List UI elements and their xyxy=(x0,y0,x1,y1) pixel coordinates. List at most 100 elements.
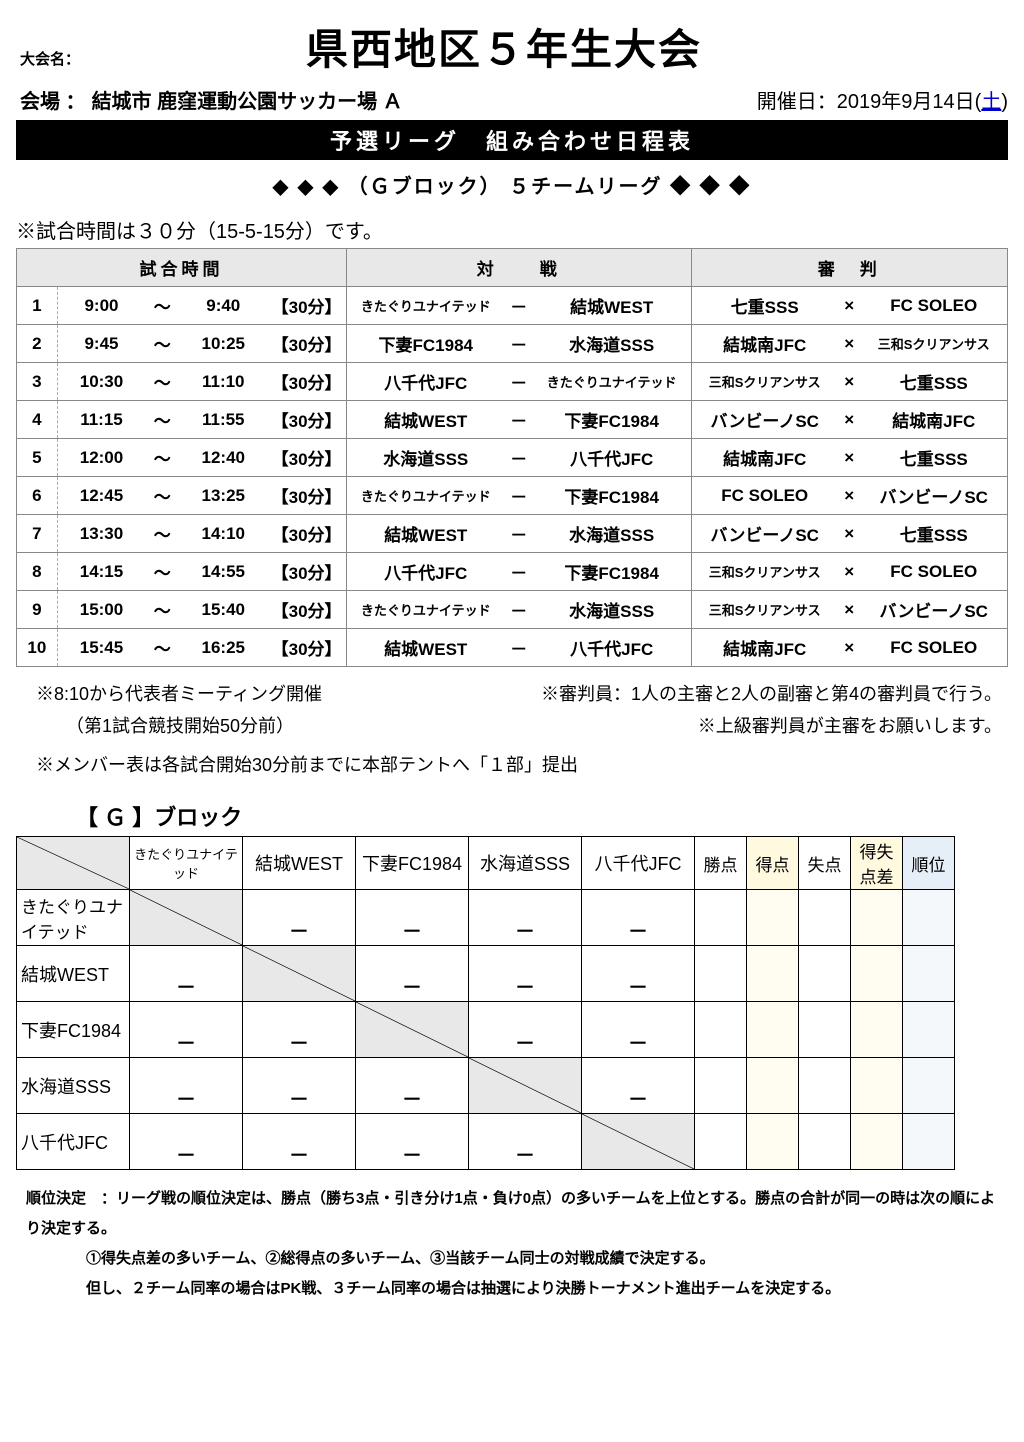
team-b: 水海道SSS xyxy=(533,591,691,629)
ref-1: 結城南JFC xyxy=(691,629,838,667)
ref-2: FC SOLEO xyxy=(861,287,1008,325)
standing-stat-cell xyxy=(799,1002,851,1058)
end-time: 11:55 xyxy=(179,401,267,439)
row-index: 3 xyxy=(17,363,58,401)
ref-2: バンビーノSC xyxy=(861,591,1008,629)
row-index: 10 xyxy=(17,629,58,667)
standing-col-team: 八千代JFC xyxy=(582,837,695,890)
row-index: 9 xyxy=(17,591,58,629)
start-time: 12:00 xyxy=(57,439,145,477)
row-index: 1 xyxy=(17,287,58,325)
ref-x: × xyxy=(838,553,861,591)
end-time: 14:55 xyxy=(179,553,267,591)
vs-dash: － xyxy=(505,363,533,401)
start-time: 9:00 xyxy=(57,287,145,325)
end-time: 14:10 xyxy=(179,515,267,553)
vs-dash: － xyxy=(505,629,533,667)
block-title: ◆ ◆ ◆ （Ｇブロック） ５チームリーグ ◆ ◆ ◆ xyxy=(16,170,1008,199)
row-index: 7 xyxy=(17,515,58,553)
start-time: 10:30 xyxy=(57,363,145,401)
ref-x: × xyxy=(838,325,861,363)
standing-stat-cell xyxy=(747,946,799,1002)
standing-stat-cell xyxy=(903,890,955,946)
header-row: 大会名： 県西地区５年生大会 xyxy=(16,16,1008,77)
standing-col-team: 結城WEST xyxy=(243,837,356,890)
tilde: ～ xyxy=(145,363,179,401)
team-b: 八千代JFC xyxy=(533,629,691,667)
vs-dash: － xyxy=(505,477,533,515)
vs-dash: － xyxy=(505,325,533,363)
venue-label: 会場 ： xyxy=(20,85,86,114)
rules-block: 順位決定 ：リーグ戦の順位決定は、勝点（勝ち3点・引き分け1点・負け0点）の多い… xyxy=(26,1184,1008,1304)
duration: 【30分】 xyxy=(267,439,346,477)
standing-row-team: 水海道SSS xyxy=(17,1058,130,1114)
duration: 【30分】 xyxy=(267,477,346,515)
th-ref: 審 判 xyxy=(691,249,1007,287)
date-text: 開催日：2019年9月14日(土) xyxy=(757,85,1008,114)
end-time: 15:40 xyxy=(179,591,267,629)
row-index: 2 xyxy=(17,325,58,363)
standing-stat-cell xyxy=(851,1114,903,1170)
note-4: ※メンバー表は各試合開始30分前までに本部テントへ「１部」提出 xyxy=(16,751,1008,777)
ref-2: 七重SSS xyxy=(861,439,1008,477)
th-time: 試合時間 xyxy=(17,249,347,287)
event-label: 大会名： xyxy=(20,48,80,69)
standing-cell: － xyxy=(130,1114,243,1170)
team-a: 結城WEST xyxy=(346,401,504,439)
start-time: 12:45 xyxy=(57,477,145,515)
standing-stat-cell xyxy=(851,946,903,1002)
team-b: 水海道SSS xyxy=(533,325,691,363)
end-time: 11:10 xyxy=(179,363,267,401)
standing-cell: － xyxy=(130,1058,243,1114)
standing-col-team: きたぐりユナイテッド xyxy=(130,837,243,890)
rule-2: ①得失点差の多いチーム、②総得点の多いチーム、③当該チーム同士の対戦成績で決定す… xyxy=(86,1244,1008,1274)
standing-col-stat: 順位 xyxy=(903,837,955,890)
standing-row: 八千代JFC－－－－ xyxy=(17,1114,955,1170)
standing-stat-cell xyxy=(695,1002,747,1058)
ref-2: 三和Sクリアンサス xyxy=(861,325,1008,363)
vs-dash: － xyxy=(505,591,533,629)
team-a: 八千代JFC xyxy=(346,363,504,401)
standing-row: 下妻FC1984－－－－ xyxy=(17,1002,955,1058)
standing-cell: － xyxy=(582,946,695,1002)
ref-1: 三和Sクリアンサス xyxy=(691,363,838,401)
team-b: 結城WEST xyxy=(533,287,691,325)
standing-stat-cell xyxy=(695,946,747,1002)
row-index: 6 xyxy=(17,477,58,515)
standing-col-stat: 失点 xyxy=(799,837,851,890)
tilde: ～ xyxy=(145,629,179,667)
ref-2: FC SOLEO xyxy=(861,629,1008,667)
schedule-table: 試合時間 対 戦 審 判 19:00～9:40【30分】きたぐりユナイテッド－結… xyxy=(16,248,1008,667)
ref-1: 結城南JFC xyxy=(691,439,838,477)
vs-dash: － xyxy=(505,553,533,591)
standing-cell: － xyxy=(469,1114,582,1170)
duration: 【30分】 xyxy=(267,553,346,591)
ref-1: 三和Sクリアンサス xyxy=(691,553,838,591)
end-time: 13:25 xyxy=(179,477,267,515)
start-time: 15:45 xyxy=(57,629,145,667)
duration: 【30分】 xyxy=(267,515,346,553)
team-a: 結城WEST xyxy=(346,515,504,553)
standing-stat-cell xyxy=(747,1002,799,1058)
ref-1: 結城南JFC xyxy=(691,325,838,363)
standing-row: 水海道SSS－－－－ xyxy=(17,1058,955,1114)
event-title: 県西地区５年生大会 xyxy=(120,16,888,77)
standing-stat-cell xyxy=(695,890,747,946)
ref-2: FC SOLEO xyxy=(861,553,1008,591)
standing-stat-cell xyxy=(695,1058,747,1114)
schedule-row: 915:00～15:40【30分】きたぐりユナイテッド－水海道SSS三和Sクリア… xyxy=(17,591,1008,629)
standing-col-stat: 得失点差 xyxy=(851,837,903,890)
standing-stat-cell xyxy=(747,1058,799,1114)
venue-value: 結城市 鹿窪運動公園サッカー場 Ａ xyxy=(92,85,403,114)
duration: 【30分】 xyxy=(267,363,346,401)
duration: 【30分】 xyxy=(267,287,346,325)
standing-diag xyxy=(582,1114,695,1170)
ref-2: 七重SSS xyxy=(861,363,1008,401)
end-time: 10:25 xyxy=(179,325,267,363)
date-label: 開催日： xyxy=(757,91,837,113)
team-a: きたぐりユナイテッド xyxy=(346,477,504,515)
team-b: 水海道SSS xyxy=(533,515,691,553)
team-b: 下妻FC1984 xyxy=(533,477,691,515)
standing-cell: － xyxy=(356,946,469,1002)
row-index: 4 xyxy=(17,401,58,439)
